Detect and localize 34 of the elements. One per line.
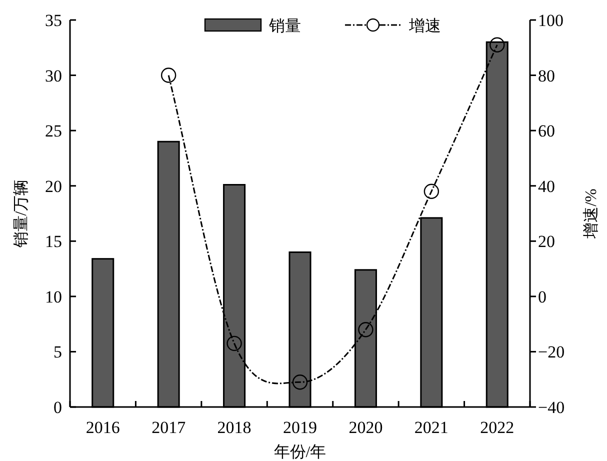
y2-tick-label: 60 xyxy=(538,122,555,141)
point xyxy=(358,322,374,338)
y2-tick-label: 80 xyxy=(538,66,555,86)
y2-tick-label: 20 xyxy=(538,232,555,252)
x-tick-label: 2021 xyxy=(414,418,448,437)
point xyxy=(490,37,505,52)
y2-tick-label: 40 xyxy=(538,176,555,196)
y2-tick-label: 0 xyxy=(538,287,546,306)
legend-label: 增速 xyxy=(408,17,441,35)
y-tick-label: 35 xyxy=(45,11,62,30)
y-axis-title: 销量/万辆 xyxy=(13,179,30,249)
y2-axis-title: 增速/% xyxy=(582,188,600,240)
point xyxy=(226,336,242,352)
y2-tick-label: 100 xyxy=(538,11,564,30)
y-tick-label: 25 xyxy=(45,122,62,141)
y-tick-label: 20 xyxy=(45,176,62,196)
point xyxy=(292,374,308,390)
y-tick-label: 10 xyxy=(45,287,62,306)
point xyxy=(424,184,440,199)
point xyxy=(160,68,176,83)
y2-tick-label: −40 xyxy=(538,398,565,417)
y-tick-label: 5 xyxy=(54,342,62,362)
x-tick-label: 2019 xyxy=(283,418,317,437)
y2-tick-label: −20 xyxy=(538,342,565,362)
x-tick-label: 2020 xyxy=(348,418,383,437)
y-tick-label: 30 xyxy=(45,66,62,86)
x-tick-label: 2022 xyxy=(480,418,514,437)
y-tick-label: 15 xyxy=(45,232,62,252)
x-tick-label: 2016 xyxy=(86,418,120,437)
y-tick-label: 0 xyxy=(54,398,62,417)
x-tick-label: 2017 xyxy=(152,418,186,437)
legend-label: 销量 xyxy=(268,18,301,35)
x-axis-title: 年份/年 xyxy=(274,444,326,461)
x-tick-label: 2018 xyxy=(217,418,252,437)
